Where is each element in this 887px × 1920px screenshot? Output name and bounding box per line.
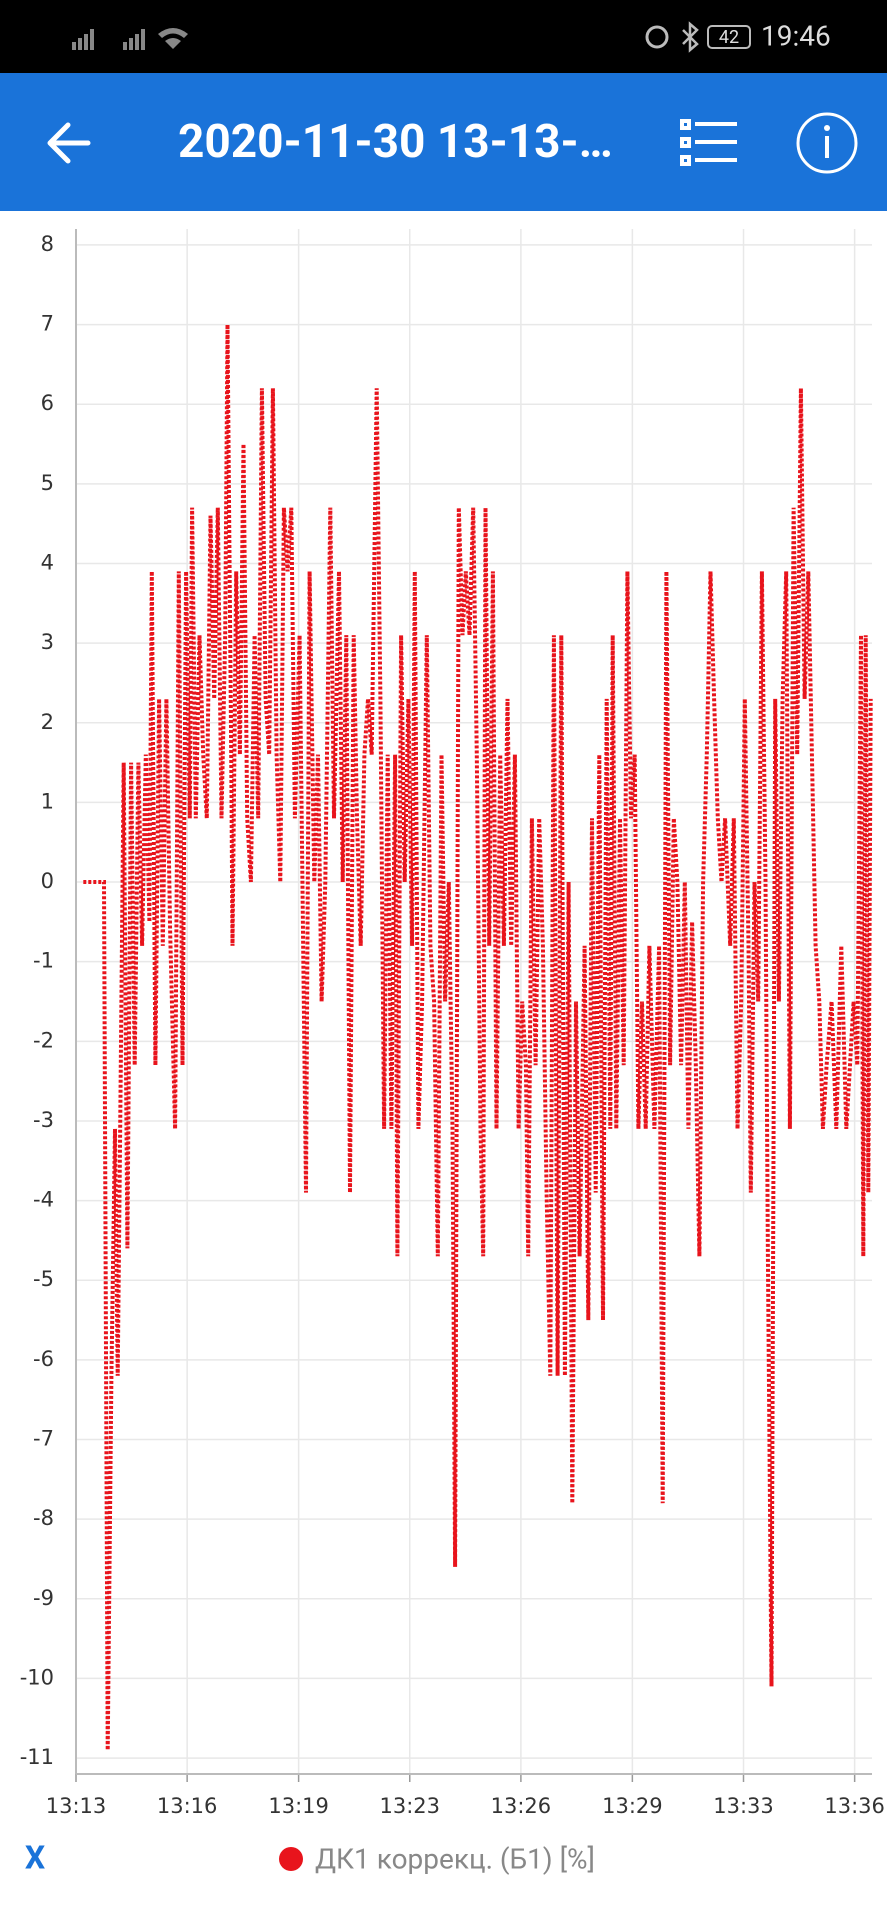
info-button[interactable] xyxy=(796,112,858,174)
x-tick-label: 13:19 xyxy=(268,1794,329,1818)
back-button[interactable] xyxy=(47,122,91,164)
y-tick-label: -3 xyxy=(33,1108,54,1132)
y-tick-label: -4 xyxy=(33,1188,54,1212)
alarm-icon xyxy=(645,25,669,49)
y-tick-label: -7 xyxy=(33,1427,54,1451)
y-tick-label: 1 xyxy=(41,789,54,813)
legend[interactable]: ДК1 коррекц. (Б1) [%] xyxy=(279,1842,595,1875)
app-title: 2020-11-30 13-13-… xyxy=(178,115,613,169)
y-tick-label: 2 xyxy=(41,710,54,734)
y-tick-label: -10 xyxy=(20,1665,54,1689)
x-tick-label: 13:33 xyxy=(713,1794,774,1818)
y-tick-label: -9 xyxy=(33,1586,54,1610)
y-tick-label: 7 xyxy=(41,312,54,336)
data-line xyxy=(83,324,873,1751)
x-axis-toggle[interactable]: X xyxy=(25,1838,45,1876)
app-bar xyxy=(0,73,887,211)
x-tick-label: 13:36 xyxy=(824,1794,885,1818)
y-tick-label: 8 xyxy=(41,232,54,256)
y-tick-label: 6 xyxy=(41,391,54,415)
y-tick-label: 3 xyxy=(41,630,54,654)
x-tick-label: 13:29 xyxy=(602,1794,663,1818)
legend-swatch xyxy=(279,1847,303,1871)
y-tick-label: -11 xyxy=(20,1745,54,1769)
x-tick-label: 13:23 xyxy=(379,1794,440,1818)
y-tick-label: -2 xyxy=(33,1028,54,1052)
list-button[interactable] xyxy=(680,119,737,166)
status-bar xyxy=(0,0,887,73)
battery-level: 42 xyxy=(719,27,739,48)
y-tick-label: -8 xyxy=(33,1506,54,1530)
battery-icon xyxy=(707,25,751,49)
y-tick-label: 5 xyxy=(41,471,54,495)
y-tick-label: -5 xyxy=(33,1267,54,1291)
y-tick-label: 4 xyxy=(41,550,54,574)
legend-label: ДК1 коррекц. (Б1) [%] xyxy=(315,1842,595,1875)
bluetooth-icon xyxy=(682,21,699,53)
signal-icons xyxy=(72,28,188,50)
y-tick-label: -6 xyxy=(33,1347,54,1371)
x-tick-label: 13:16 xyxy=(157,1794,218,1818)
x-tick-label: 13:13 xyxy=(46,1794,107,1818)
clock: 19:46 xyxy=(761,19,831,52)
y-tick-label: -1 xyxy=(33,949,54,973)
x-tick-label: 13:26 xyxy=(491,1794,552,1818)
y-tick-label: 0 xyxy=(41,869,54,893)
